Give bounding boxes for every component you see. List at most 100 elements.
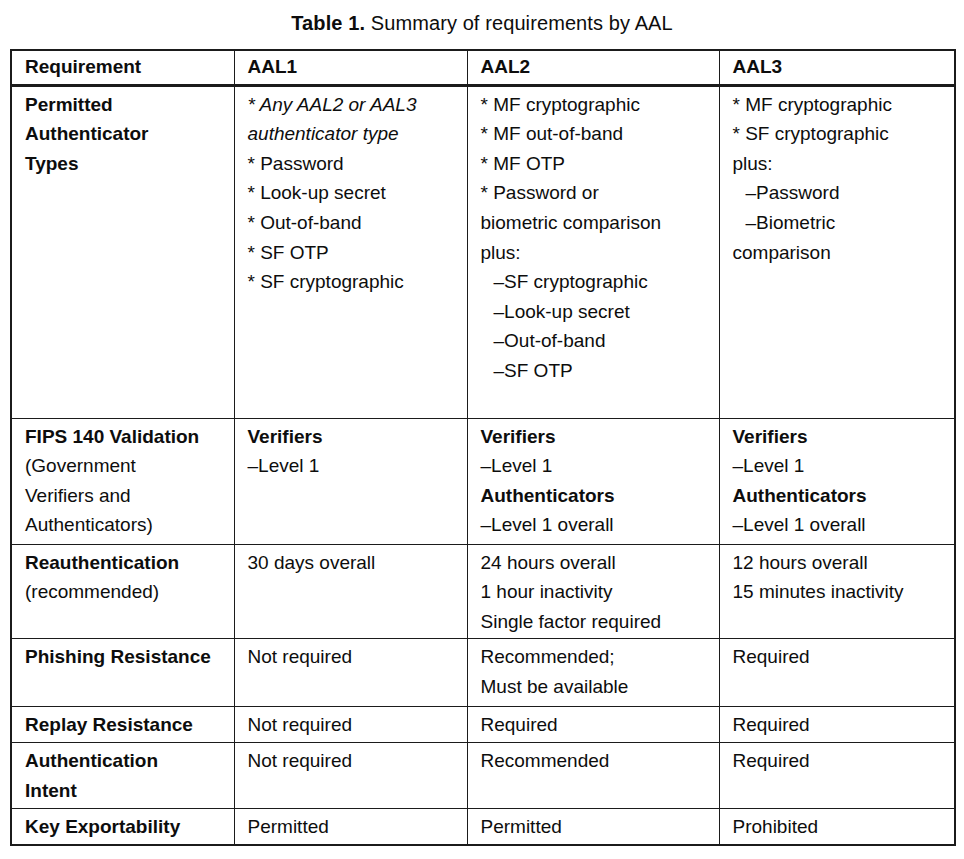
header-cell-aal2: AAL2 (467, 50, 719, 85)
cell-line: Not required (248, 710, 457, 740)
cell-line: –Level 1 overall (733, 510, 945, 540)
table-cell: Phishing Resistance (11, 639, 234, 707)
table-cell: Required (467, 707, 719, 743)
table-cell: Required (719, 707, 955, 743)
table-row: FIPS 140 Validation(GovernmentVerifiers … (11, 418, 955, 544)
cell-line: * MF out-of-band (481, 119, 709, 149)
table-cell: Permitted (234, 809, 467, 845)
table-row: Key Exportability Permitted Permitted Prohi… (11, 809, 955, 845)
table-cell: Not required (234, 743, 467, 809)
cell-line: Permitted (248, 812, 457, 842)
table-cell: 24 hours overall1 hour inactivitySingle … (467, 544, 719, 639)
cell-line: Verifiers (248, 422, 457, 452)
table-row: Phishing Resistance Not required Recommend… (11, 639, 955, 707)
header-row: Requirement AAL1 AAL2 AAL3 (11, 50, 955, 85)
table-row: Replay ResistanceNot requiredRequiredReq… (11, 707, 955, 743)
table-cell: PermittedAuthenticatorTypes (11, 85, 234, 418)
cell-line: –Look-up secret (481, 297, 709, 327)
table-cell: Permitted (467, 809, 719, 845)
table-cell: Not required (234, 707, 467, 743)
table-cell: Key Exportability (11, 809, 234, 845)
cell-line: * Out-of-band (248, 208, 457, 238)
cell-line: Authenticators) (25, 510, 224, 540)
cell-line: comparison (733, 238, 945, 268)
cell-line: –Level 1 overall (481, 510, 709, 540)
table-cell: Reauthentication(recommended) (11, 544, 234, 639)
cell-line: Required (733, 642, 945, 672)
cell-line: Authenticators (733, 481, 945, 511)
cell-line: * Password or (481, 178, 709, 208)
cell-line: –Level 1 (733, 451, 945, 481)
cell-line: (Government (25, 451, 224, 481)
cell-line: 1 hour inactivity (481, 577, 709, 607)
cell-line: Required (733, 710, 945, 740)
requirements-table: Requirement AAL1 AAL2 AAL3 PermittedAuth… (10, 49, 956, 846)
table-cell: AuthenticationIntent (11, 743, 234, 809)
cell-line: * Password (248, 149, 457, 179)
cell-line: Authenticator (25, 119, 224, 149)
cell-line: Types (25, 149, 224, 179)
cell-line: * Any AAL2 or AAL3 (248, 90, 457, 120)
cell-line: 15 minutes inactivity (733, 577, 945, 607)
cell-line: Verifiers and (25, 481, 224, 511)
table-cell: Verifiers–Level 1Authenticators–Level 1 … (719, 418, 955, 544)
cell-line: Must be available (481, 672, 709, 702)
cell-line: * MF cryptographic (481, 90, 709, 120)
cell-line: biometric comparison (481, 208, 709, 238)
cell-line: –SF OTP (481, 356, 709, 386)
table-row: PermittedAuthenticatorTypes * Any AAL2 or… (11, 85, 955, 418)
cell-line: Phishing Resistance (25, 642, 224, 672)
cell-line: Verifiers (481, 422, 709, 452)
cell-line: Permitted (25, 90, 224, 120)
header-cell-aal1: AAL1 (234, 50, 467, 85)
table-cell: * MF cryptographic* MF out-of-band* MF O… (467, 85, 719, 418)
table-caption-text: Summary of requirements by AAL (365, 12, 673, 34)
table-row: AuthenticationIntent Not required Recommen… (11, 743, 955, 809)
cell-line: * MF OTP (481, 149, 709, 179)
cell-line: * SF cryptographic (733, 119, 945, 149)
cell-line: –Level 1 (481, 451, 709, 481)
table-cell: FIPS 140 Validation(GovernmentVerifiers … (11, 418, 234, 544)
cell-line: Recommended (481, 746, 709, 776)
table-cell: 12 hours overall15 minutes inactivity (719, 544, 955, 639)
cell-line: 12 hours overall (733, 548, 945, 578)
cell-line: 24 hours overall (481, 548, 709, 578)
cell-line: * SF OTP (248, 238, 457, 268)
cell-line: 30 days overall (248, 548, 457, 578)
cell-line: Verifiers (733, 422, 945, 452)
cell-line: –SF cryptographic (481, 267, 709, 297)
page-title: Table 1. Summary of requirements by AAL (0, 10, 964, 36)
cell-line: Authenticators (481, 481, 709, 511)
cell-line: –Level 1 (248, 451, 457, 481)
cell-line: * SF cryptographic (248, 267, 457, 297)
cell-line: Recommended; (481, 642, 709, 672)
table-cell: * MF cryptographic* SF cryptographicplus… (719, 85, 955, 418)
cell-line: plus: (733, 149, 945, 179)
cell-line: * MF cryptographic (733, 90, 945, 120)
cell-line: Key Exportability (25, 812, 224, 842)
cell-line: Required (481, 710, 709, 740)
cell-line: Required (733, 746, 945, 776)
header-cell-requirement: Requirement (11, 50, 234, 85)
cell-line: Authentication (25, 746, 224, 776)
cell-line: Permitted (481, 812, 709, 842)
table-cell: Not required (234, 639, 467, 707)
table-caption-label: Table 1. (291, 12, 365, 34)
cell-line: Intent (25, 776, 224, 806)
table-cell: Required (719, 639, 955, 707)
table-cell: 30 days overall (234, 544, 467, 639)
cell-line: Single factor required (481, 607, 709, 637)
table-cell: Verifiers–Level 1Authenticators–Level 1 … (467, 418, 719, 544)
table-cell: Recommended;Must be available (467, 639, 719, 707)
cell-line: –Password (733, 178, 945, 208)
cell-line: Not required (248, 746, 457, 776)
cell-line: Prohibited (733, 812, 945, 842)
table-header: Requirement AAL1 AAL2 AAL3 (11, 50, 955, 85)
table-row: Reauthentication(recommended) 30 days ove… (11, 544, 955, 639)
table-body: PermittedAuthenticatorTypes* Any AAL2 or… (11, 85, 955, 845)
cell-line: –Biometric (733, 208, 945, 238)
cell-line: FIPS 140 Validation (25, 422, 224, 452)
table-cell: Required (719, 743, 955, 809)
cell-line: Not required (248, 642, 457, 672)
table-cell: Verifiers–Level 1 (234, 418, 467, 544)
